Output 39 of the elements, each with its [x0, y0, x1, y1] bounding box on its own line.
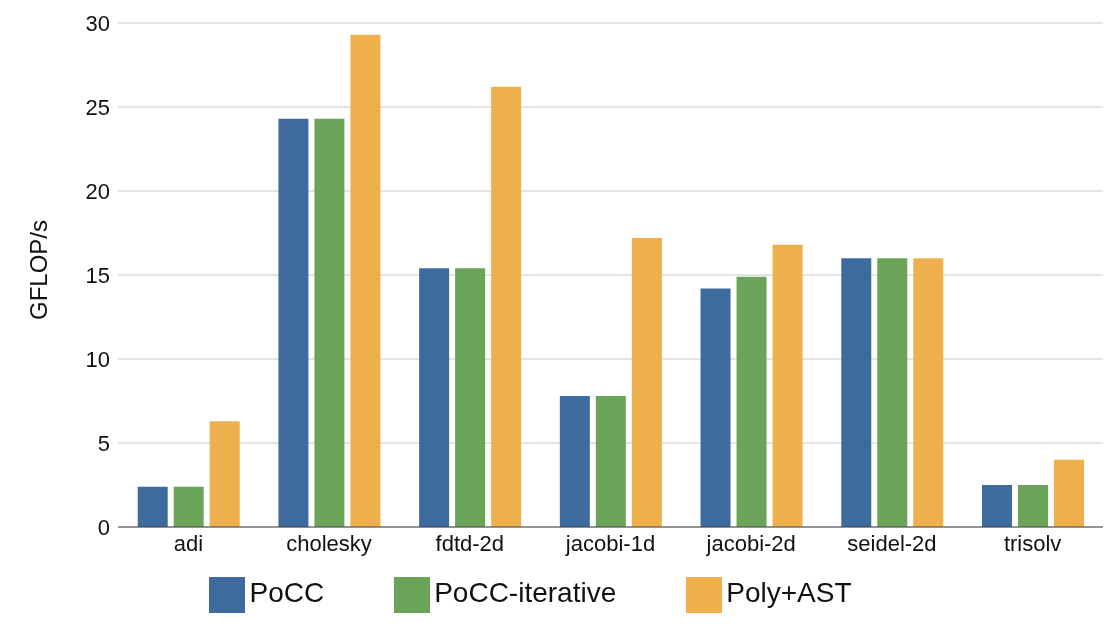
legend-label: PoCC	[249, 577, 325, 609]
bar	[736, 276, 767, 527]
y-tick-label: 30	[85, 10, 110, 36]
bar	[981, 485, 1012, 527]
y-tick-label: 10	[85, 346, 110, 372]
y-tick-label: 15	[85, 262, 110, 288]
bar	[1017, 485, 1048, 527]
x-tick-label: adi	[173, 530, 204, 556]
y-tick-label: 20	[85, 178, 110, 204]
x-tick-label: jacobi-1d	[564, 530, 656, 556]
bar	[173, 486, 204, 527]
bar	[595, 395, 626, 527]
bar	[455, 268, 486, 527]
bar	[350, 34, 381, 527]
bar	[559, 395, 590, 527]
bar	[491, 86, 522, 527]
legend-label: Poly+AST	[726, 577, 852, 609]
y-axis-title: GFLOP/s	[24, 219, 52, 320]
y-tick-label: 5	[97, 430, 110, 456]
y-tick-label: 0	[97, 514, 110, 540]
bar	[137, 486, 168, 527]
bar	[419, 268, 450, 527]
x-tick-label: cholesky	[286, 530, 372, 556]
x-tick-label: trisolv	[1003, 530, 1062, 556]
legend-label: PoCC-iterative	[434, 577, 617, 609]
bar	[772, 244, 803, 527]
bar	[631, 238, 662, 527]
bar	[700, 288, 731, 527]
x-tick-label: fdtd-2d	[435, 530, 505, 556]
bar	[1053, 459, 1084, 527]
bar	[841, 258, 872, 527]
x-tick-label: seidel-2d	[847, 530, 937, 556]
bar	[209, 421, 240, 527]
bar	[877, 258, 908, 527]
bar	[314, 118, 345, 527]
y-tick-label: 25	[85, 94, 110, 120]
x-tick-label: jacobi-2d	[705, 530, 796, 556]
bar	[913, 258, 944, 527]
bar	[278, 118, 309, 527]
